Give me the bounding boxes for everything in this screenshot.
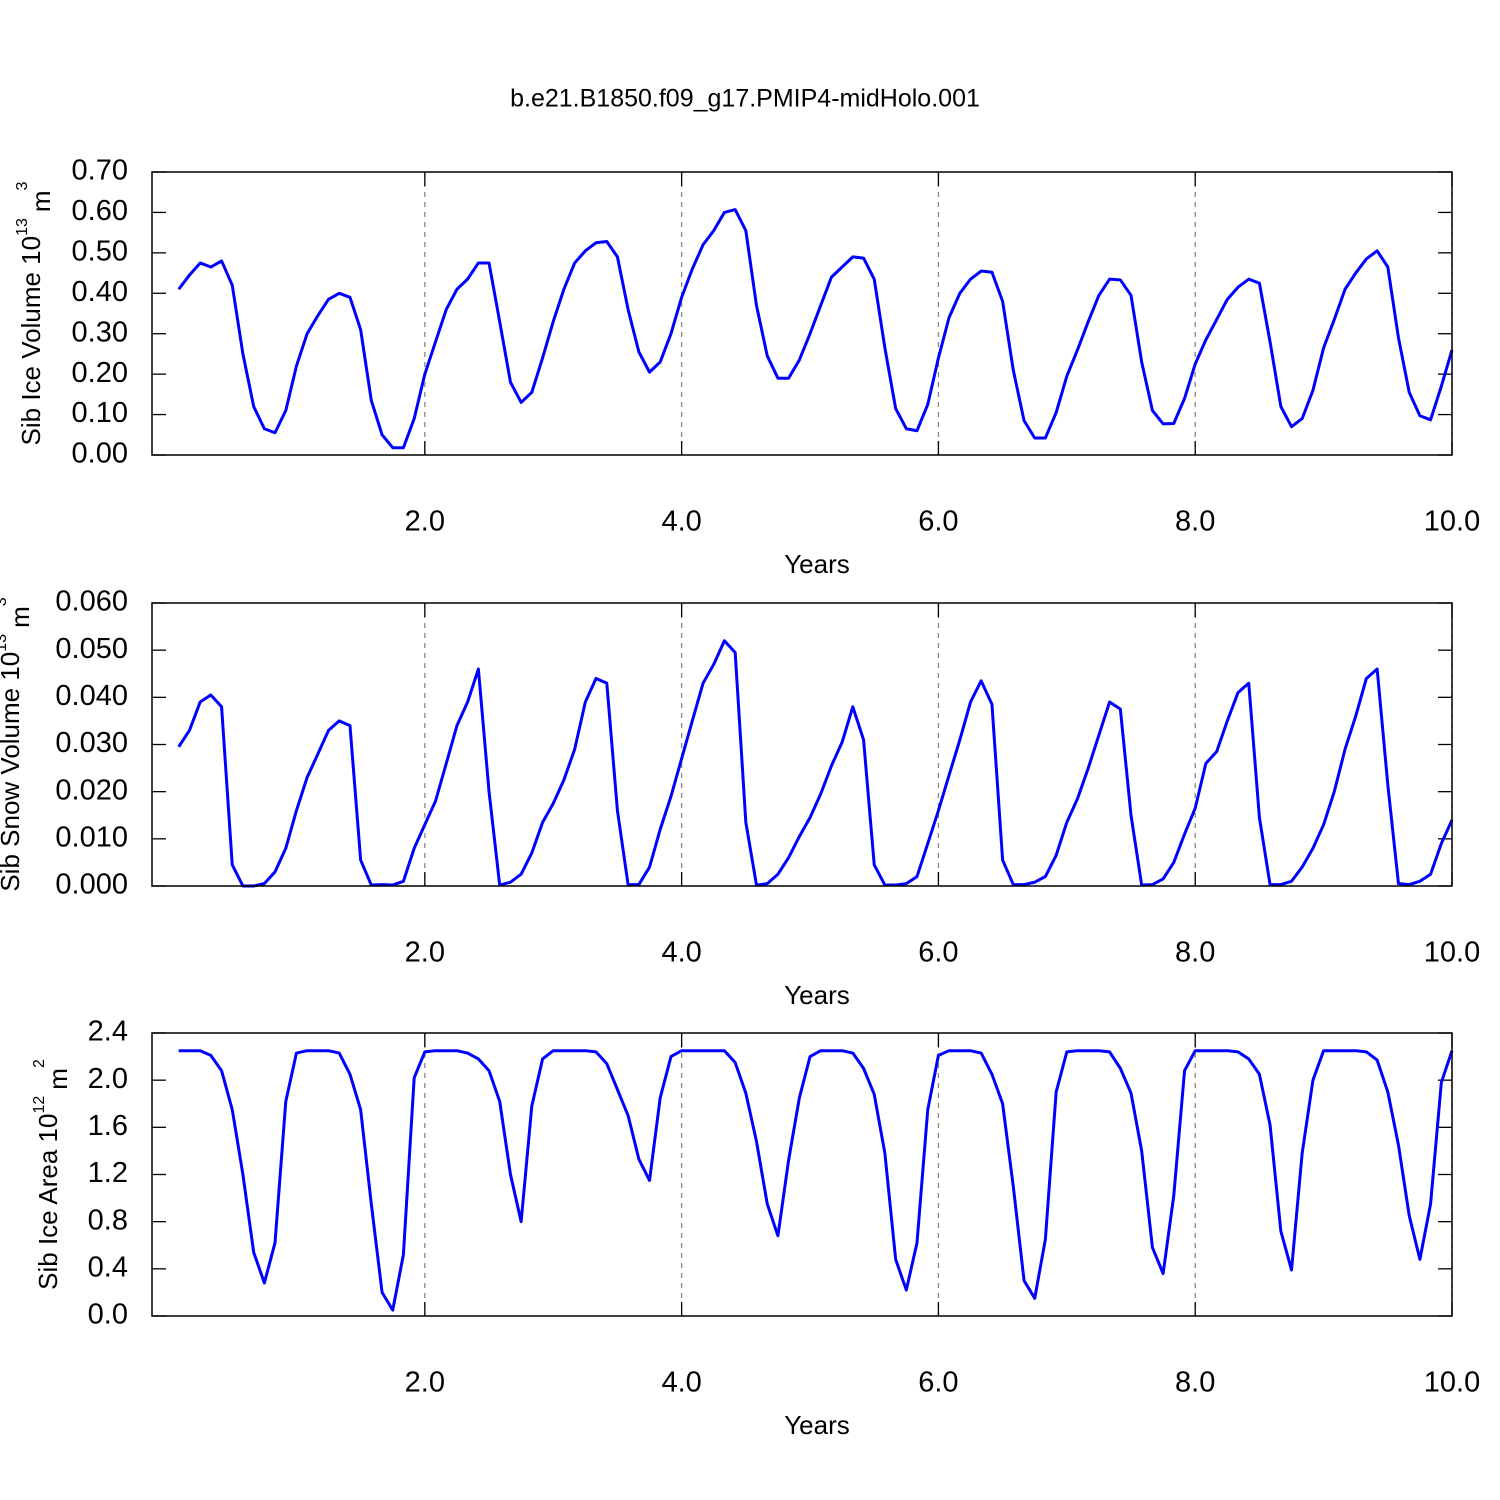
x-tick-label: 2.0 <box>405 506 445 538</box>
y-tick-label: 1.6 <box>88 1110 128 1142</box>
x-tick-label: 8.0 <box>1175 506 1215 538</box>
y-tick-label: 2.0 <box>88 1063 128 1095</box>
y-tick-label: 0.8 <box>88 1204 128 1236</box>
y-tick-label: 0.0 <box>88 1299 128 1331</box>
x-tick-label: 6.0 <box>918 506 958 538</box>
panel: 2.0 4.0 6.0 8.0 10.0 0.0 0.4 0.8 1.2 1.6 2.0 2.4 Yea… <box>31 1016 1480 1440</box>
y-label-unit: m <box>26 190 56 212</box>
data-line <box>177 639 1454 888</box>
y-axis-label: Sib Ice Volume 1013 m3 <box>14 181 56 445</box>
y-tick-label: 2.4 <box>88 1016 128 1048</box>
y-label-exponent: 2 <box>31 1059 48 1068</box>
y-label-exponent: 12 <box>31 1096 48 1114</box>
x-tick-label: 6.0 <box>918 937 958 969</box>
y-label-exponent: 3 <box>14 181 31 190</box>
data-line <box>177 208 1454 450</box>
x-tick-label: 8.0 <box>1175 937 1215 969</box>
y-axis-label: Sib Snow Volume 1013 m3 <box>0 597 35 891</box>
y-tick-label: 0.10 <box>72 397 128 429</box>
plot-frame <box>151 602 1453 887</box>
x-axis-label: Years <box>784 1410 850 1440</box>
y-tick-label: 0.20 <box>72 357 128 389</box>
x-tick-label: 10.0 <box>1424 937 1480 969</box>
y-tick-label: 0.40 <box>72 276 128 308</box>
y-label-text: Sib Ice Volume 10 <box>16 236 46 446</box>
y-tick-label: 0.060 <box>55 586 128 618</box>
x-tick-label: 4.0 <box>661 1367 701 1399</box>
plot-frame <box>151 1032 1453 1317</box>
x-tick-label: 8.0 <box>1175 1367 1215 1399</box>
y-tick-label: 0.30 <box>72 316 128 348</box>
y-label-unit: m <box>5 606 35 628</box>
y-axis-label: Sib Ice Area 1012 m2 <box>31 1059 73 1290</box>
y-label-unit: m <box>43 1068 73 1090</box>
y-label-exponent: 13 <box>14 218 31 236</box>
y-tick-label: 0.000 <box>55 869 128 901</box>
y-tick-label: 0.030 <box>55 727 128 759</box>
figure-title: b.e21.B1850.f09_g17.PMIP4-midHolo.001 <box>510 85 980 113</box>
x-tick-label: 4.0 <box>661 937 701 969</box>
y-tick-label: 1.2 <box>88 1157 128 1189</box>
y-tick-label: 0.020 <box>55 774 128 806</box>
y-label-text: Sib Snow Volume 10 <box>0 652 25 892</box>
y-label-text: Sib Ice Area 10 <box>33 1114 63 1290</box>
y-label-exponent: 13 <box>0 634 10 652</box>
plot-frame <box>151 171 1453 456</box>
y-tick-label: 0.010 <box>55 821 128 853</box>
panel: 2.0 4.0 6.0 8.0 10.0 0.000 0.010 0.020 0.030 0.04… <box>0 586 1480 1010</box>
x-tick-label: 2.0 <box>405 937 445 969</box>
y-tick-label: 0.00 <box>72 438 128 470</box>
panel: 2.0 4.0 6.0 8.0 10.0 0.00 0.10 0.20 0.30 0.40 0.50… <box>14 155 1480 579</box>
x-axis-label: Years <box>784 980 850 1010</box>
y-label-exponent: 3 <box>0 597 10 606</box>
x-tick-label: 10.0 <box>1424 506 1480 538</box>
x-tick-label: 6.0 <box>918 1367 958 1399</box>
y-tick-label: 0.4 <box>88 1251 128 1283</box>
y-tick-label: 0.050 <box>55 633 128 665</box>
y-tick-label: 0.60 <box>72 195 128 227</box>
y-tick-label: 0.70 <box>72 155 128 187</box>
data-line <box>178 1049 1454 1312</box>
x-axis-label: Years <box>784 549 850 579</box>
y-tick-label: 0.040 <box>55 680 128 712</box>
x-tick-label: 4.0 <box>661 506 701 538</box>
x-tick-label: 2.0 <box>405 1367 445 1399</box>
y-tick-label: 0.50 <box>72 236 128 268</box>
x-tick-label: 10.0 <box>1424 1367 1480 1399</box>
